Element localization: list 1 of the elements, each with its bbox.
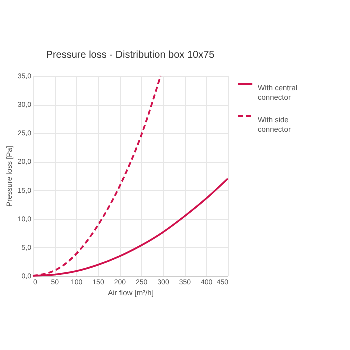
chart-title: Pressure loss - Distribution box 10x75 [46, 50, 216, 61]
